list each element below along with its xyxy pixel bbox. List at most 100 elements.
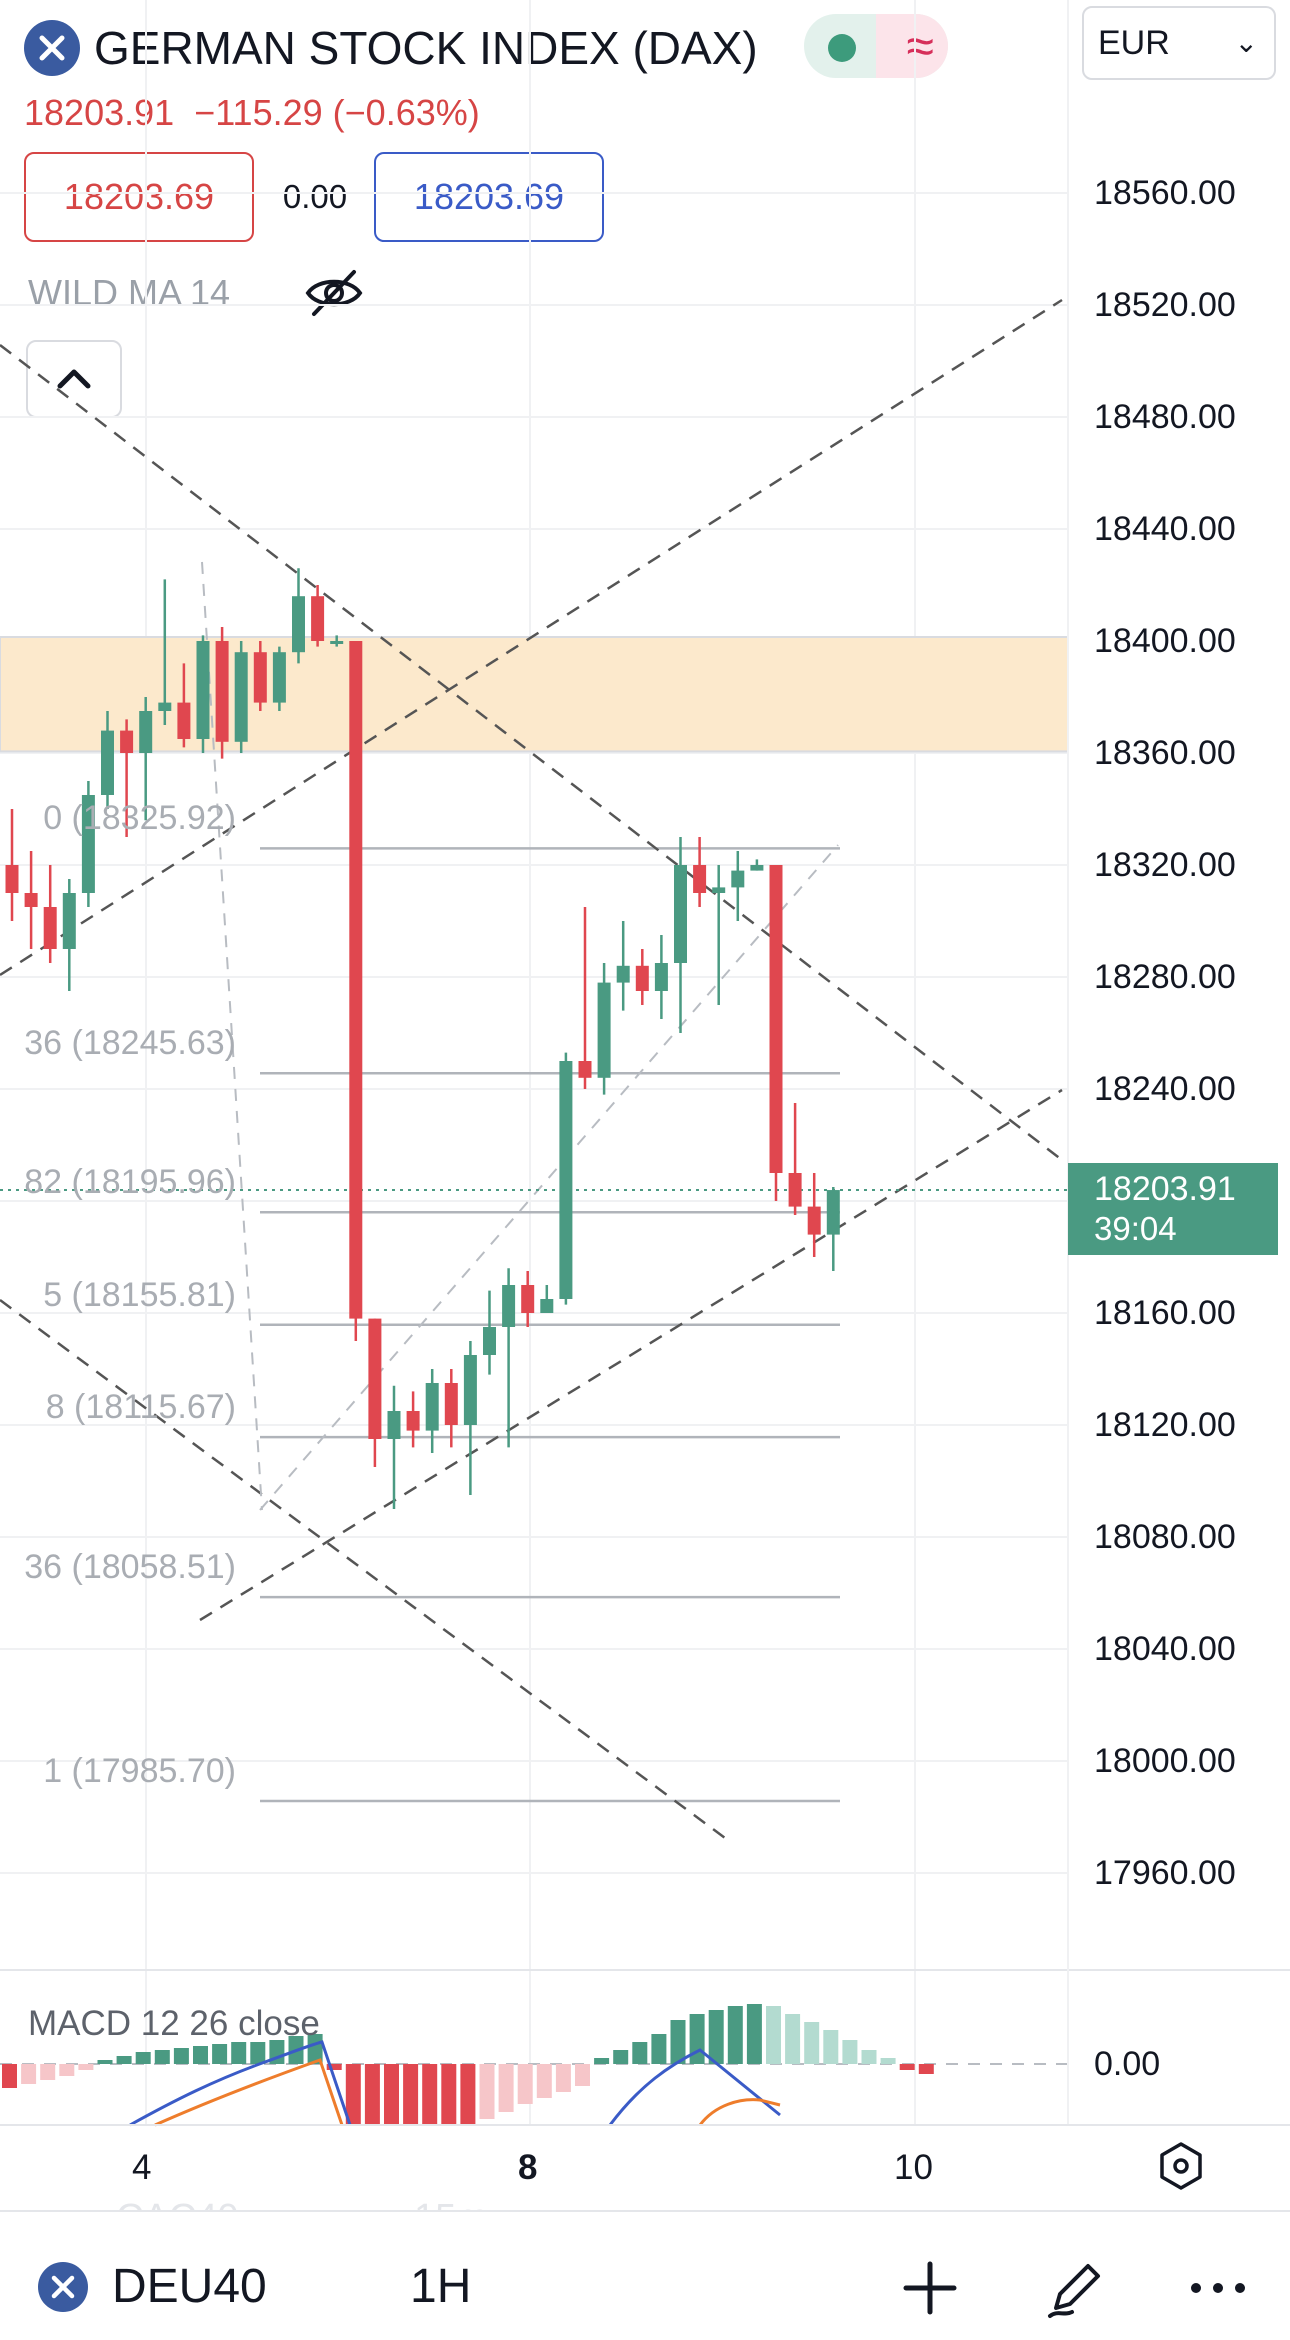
candle-body (483, 1327, 496, 1355)
market-status-pill[interactable]: ≈ (804, 14, 948, 78)
candle-body (559, 1061, 573, 1299)
eye-off-icon[interactable] (302, 266, 366, 320)
candle-body (330, 641, 344, 644)
candle (559, 1052, 573, 1305)
candle (272, 646, 286, 711)
candle (158, 579, 172, 725)
candle (616, 921, 630, 1011)
macd-zero-label: 0.00 (1094, 2045, 1161, 2083)
price-tick-label: 18400.00 (1094, 622, 1236, 660)
bottom-symbol-logo-icon[interactable] (38, 2262, 88, 2312)
candle (826, 1187, 840, 1271)
candle (502, 1268, 516, 1448)
candle (483, 1290, 496, 1375)
more-horizontal-icon[interactable] (1186, 2256, 1250, 2320)
quote-line: 18203.91 −115.29 (−0.63%) (24, 90, 480, 136)
candle-body (521, 1285, 535, 1313)
fib-level-label: 82 (18195.96) (24, 1163, 236, 1202)
candle-body (120, 730, 134, 753)
candle (406, 1391, 420, 1448)
candle-body (196, 641, 210, 739)
page-title[interactable]: GERMAN STOCK INDEX (DAX) (94, 22, 758, 74)
macd-line-right (608, 2048, 781, 2126)
macd-histogram-bar (842, 2040, 858, 2064)
macd-histogram-bar (59, 2064, 75, 2076)
candle (101, 711, 114, 809)
macd-histogram-bar (135, 2052, 151, 2064)
macd-histogram-bar (918, 2064, 934, 2074)
macd-histogram-bar (670, 2020, 686, 2064)
candle (635, 949, 649, 1005)
bottom-toolbar (0, 2210, 1290, 2340)
candle (253, 641, 267, 711)
macd-histogram-bar (785, 2014, 801, 2064)
macd-histogram-bar (460, 2064, 476, 2124)
candle (444, 1369, 458, 1448)
macd-histogram-bar (689, 2014, 705, 2064)
current-price-value: 18203.91 (1094, 1170, 1236, 1208)
candle (750, 859, 764, 871)
current-price-tag: 18203.91 39:04 (1068, 1163, 1278, 1255)
macd-histogram-bar (212, 2044, 228, 2064)
fib-level-label: 36 (18245.63) (24, 1024, 236, 1063)
buy-button[interactable]: 18203.69 (374, 152, 604, 242)
market-open-dot-icon (828, 34, 856, 62)
fib-level-label: 0 (18325.92) (43, 799, 236, 838)
candle-body (5, 865, 19, 893)
timeframe-selector[interactable]: 1H (410, 2260, 472, 2313)
candle (731, 851, 745, 921)
candle-body (139, 711, 153, 753)
candle (674, 837, 687, 1033)
candle (425, 1369, 439, 1453)
macd-histogram-bar (78, 2064, 94, 2070)
candle-body (712, 887, 726, 893)
candle (330, 635, 344, 647)
price-tick-label: 18280.00 (1094, 958, 1236, 996)
price-tick-label: 18120.00 (1094, 1406, 1236, 1444)
macd-histogram-bar (479, 2064, 495, 2119)
trendline-descending (0, 344, 1063, 1161)
pencil-icon[interactable] (1044, 2256, 1108, 2320)
price-tick-label: 17960.00 (1094, 1854, 1236, 1892)
candle-body (750, 865, 764, 871)
candle-body (81, 795, 95, 893)
macd-histogram-bar (154, 2050, 170, 2064)
macd-histogram-bar (575, 2064, 590, 2086)
candle-body (597, 982, 611, 1078)
candle-body (311, 596, 325, 641)
price-tick-label: 18520.00 (1094, 286, 1236, 324)
price-tick-label: 18320.00 (1094, 846, 1236, 884)
macd-histogram-bar (40, 2064, 56, 2080)
candle (540, 1285, 554, 1313)
candle-body (731, 870, 745, 888)
sell-button[interactable]: 18203.69 (24, 152, 254, 242)
collapse-legend-button[interactable] (26, 340, 122, 418)
candle (349, 641, 363, 1341)
candle (769, 865, 783, 1201)
macd-indicator-label[interactable]: MACD 12 26 close (28, 2004, 320, 2043)
symbol-selector[interactable]: DEU40 (112, 2260, 267, 2313)
symbol-logo-icon[interactable] (24, 20, 80, 76)
macd-histogram-bar (21, 2064, 37, 2084)
spread-value: 0.00 (282, 178, 348, 215)
macd-histogram-bar (345, 2064, 361, 2124)
price-tick-label: 18160.00 (1094, 1294, 1236, 1332)
candle-body (826, 1190, 840, 1235)
currency-select[interactable]: EUR ⌄ (1082, 6, 1276, 80)
hexagon-settings-icon[interactable] (1156, 2140, 1206, 2192)
macd-histogram-bar (441, 2064, 457, 2124)
candle-body (616, 965, 630, 983)
candle (654, 935, 668, 1019)
candle (578, 907, 592, 1089)
price-tick-label: 18560.00 (1094, 174, 1236, 212)
price-tick-label: 18480.00 (1094, 398, 1236, 436)
candle-body (807, 1206, 821, 1235)
macd-histogram-bar (651, 2034, 667, 2064)
macd-histogram-bar (2, 2064, 17, 2088)
indicator-label[interactable]: WILD MA 14 (28, 272, 231, 313)
price-tick-label: 18000.00 (1094, 1742, 1236, 1780)
plus-icon[interactable] (898, 2256, 962, 2320)
macd-histogram-bar (231, 2042, 247, 2064)
trendline-descending-lower (0, 1298, 726, 1840)
